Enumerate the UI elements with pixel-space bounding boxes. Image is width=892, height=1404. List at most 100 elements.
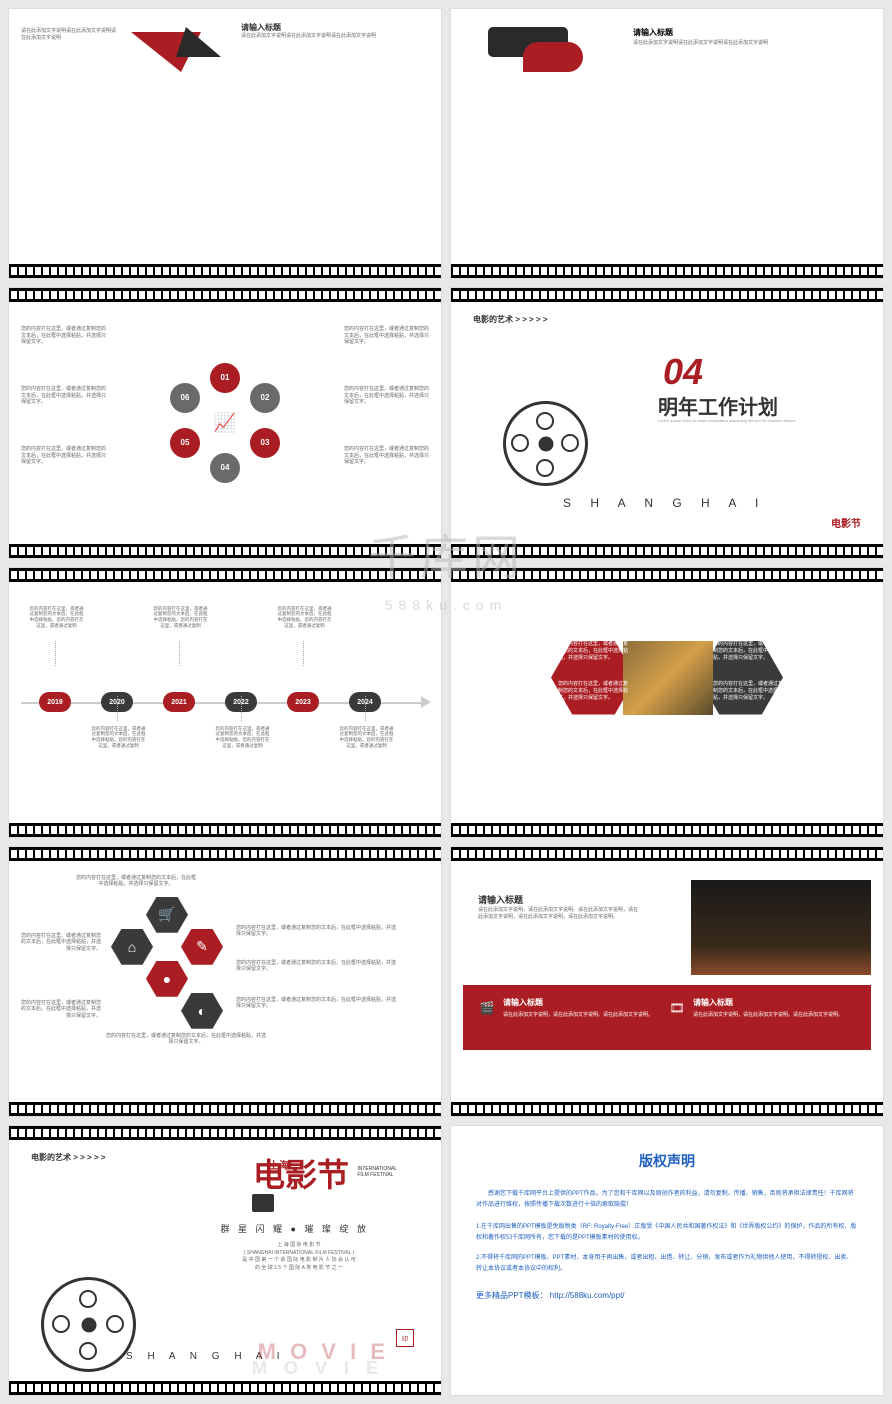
- s1-right-text: 请在此添加文字说明请在此添加文字说明请在此添加文字说明: [241, 32, 381, 39]
- bar-text-1: 请在此添加文字说明，请在此添加文字说明。请在此添加文字说明。: [503, 1012, 663, 1019]
- bar-title-1: 请输入标题: [503, 997, 663, 1008]
- s6-text-l1: 您的内容打在这里，或者通过复制您的文本后，在此框中选择粘贴，并选择只保留文字。: [558, 641, 628, 662]
- reel-icon: 🎞: [668, 999, 686, 1017]
- year-2019: 2019: [39, 692, 71, 712]
- film-strip: [9, 847, 441, 861]
- film-strip: [451, 544, 883, 558]
- slide-7: 🛒 ⌂ ✎ ● ◐ 您的内容打在这里，或者通过复制您的文本后，在此框中选择粘贴，…: [8, 846, 442, 1117]
- festival-description: 上 海 国 际 电 影 节 ( SHANGHAI INTERNATIONAL F…: [199, 1242, 399, 1272]
- node-02: 02: [250, 383, 280, 413]
- s5-text-1: 您的内容打在这里，或者通过复制您的文本后，在此框中选择粘贴。您的内容打在这里，或…: [29, 606, 84, 629]
- s7-text-3: 您的内容打在这里，或者通过复制您的文本后，在此框中选择粘贴，并选择只保留文字。: [21, 1000, 101, 1020]
- s3-text-2: 您的内容打在这里，或者通过复制您的文本后，在此框中选择粘贴，并选择只保留文字。: [21, 386, 106, 406]
- link-url[interactable]: http://588ku.com/ppt/: [550, 1291, 625, 1300]
- shanghai-text: S H A N G H A I: [563, 496, 766, 510]
- s6-text-l2: 您的内容打在这里，或者通过复制您的文本后，在此框中选择粘贴，并选择只保留文字。: [558, 681, 628, 702]
- s7-text-1: 您的内容打在这里，或者通过复制您的文本后，在此框中选择粘贴，并选择只保留文字。: [76, 875, 196, 888]
- film-strip: [451, 568, 883, 582]
- bar-text-2: 请在此添加文字说明，请在此添加文字说明。请在此添加文字说明。: [693, 1012, 853, 1019]
- film-strip: [9, 1381, 441, 1395]
- s3-text-5: 您的内容打在这里，或者通过复制您的文本后，在此框中选择粘贴，并选择只保留文字。: [344, 386, 429, 406]
- copyright-p1: 感谢您下载千库网平台上提供的PPT作品，为了您和千库网以及原创作者的利益，请勿复…: [476, 1189, 858, 1212]
- copyright-p2: 1.在千库网出售的PPT模板是免版税类（RF: Royalty-Free）正版受…: [476, 1222, 858, 1245]
- connector: [179, 641, 180, 666]
- hex-pencil-icon: ✎: [181, 929, 223, 965]
- s1-left-text: 请在此添加文字说明请在此添加文字说明请在此添加文字说明: [21, 27, 116, 41]
- slide-6: 填写标题 填写标题 您的内容打在这里，或者通过复制您的文本后，在此框中选择粘贴，…: [450, 567, 884, 838]
- hex-label-right: 填写标题: [798, 672, 830, 683]
- clapboard-icon: [252, 1194, 274, 1212]
- s5-text-5: 您的内容打在这里，或者通过复制您的文本后，在此框中选择粘贴。您的内容打在这里，或…: [277, 606, 332, 629]
- s8-text: 请在此添加文字说明，请在此添加文字说明。请在此添加文字说明，请在此添加文字说明，…: [478, 907, 638, 922]
- bubble-red: [523, 42, 583, 72]
- s7-text-6: 您的内容打在这里，或者通过复制您的文本后，在此框中选择粘贴，并选择只保留文字。: [236, 997, 396, 1010]
- chart-icon: 📈: [214, 412, 236, 433]
- link-label: 更多精品PPT模板：: [476, 1291, 548, 1300]
- slide-4: 电影的艺术 > > > > > 04 明年工作计划 Lorem ipsum do…: [450, 287, 884, 558]
- slide-2: 请输入标题 请在此添加文字说明请在此添加文字说明请在此添加文字说明: [450, 8, 884, 279]
- movie-watermark-2: M O V I E: [252, 1358, 384, 1379]
- s3-text-3: 您的内容打在这里，或者通过复制您的文本后，在此框中选择粘贴，并选择只保留文字。: [21, 446, 106, 466]
- more-link: 更多精品PPT模板： http://588ku.com/ppt/: [476, 1290, 858, 1301]
- connector: [55, 641, 56, 666]
- node-01: 01: [210, 363, 240, 393]
- film-reel-icon: [503, 401, 588, 486]
- node-05: 05: [170, 428, 200, 458]
- copyright-p3: 2.不得将千库网的PPT模板、PPT素材，本身用于再出售，或者出租、出借、转让、…: [476, 1253, 858, 1276]
- node-06: 06: [170, 383, 200, 413]
- film-strip: [451, 264, 883, 278]
- s3-text-6: 您的内容打在这里，或者通过复制您的文本后，在此框中选择粘贴，并选择只保留文字。: [344, 446, 429, 466]
- art-label: 电影的艺术 > > > > >: [473, 314, 547, 325]
- film-strip: [451, 823, 883, 837]
- triangle-black: [176, 27, 221, 57]
- connector: [365, 696, 366, 721]
- section-title: 明年工作计划: [658, 391, 778, 420]
- festival-logo: 电影节: [831, 515, 861, 530]
- s7-text-5: 您的内容打在这里，或者通过复制您的文本后，在此框中选择粘贴，并选择只保留文字。: [236, 960, 396, 973]
- theater-image: [691, 880, 871, 975]
- hex-pie-icon: ◐: [181, 993, 223, 1029]
- s5-text-6: 您的内容打在这里，或者通过复制您的文本后，在此框中选择粘贴。您的内容打在这里，或…: [339, 726, 394, 749]
- bar-title-2: 请输入标题: [693, 997, 853, 1008]
- slide-1: 请在此添加文字说明请在此添加文字说明请在此添加文字说明 请输入标题 请在此添加文…: [8, 8, 442, 279]
- slide-3: 01 02 03 04 05 06 📈 您的内容打在这里，或者通过复制您的文本后…: [8, 287, 442, 558]
- connector: [241, 696, 242, 721]
- s7-text-4: 您的内容打在这里，或者通过复制您的文本后，在此框中选择粘贴，并选择只保留文字。: [236, 925, 396, 938]
- slide-5: 2019 2020 2021 2022 2023 2024 您的内容打在这里，或…: [8, 567, 442, 838]
- film-strip: [451, 847, 883, 861]
- film-reel-icon: [41, 1277, 136, 1372]
- slide-10: 版权声明 感谢您下载千库网平台上提供的PPT作品，为了您和千库网以及原创作者的利…: [450, 1125, 884, 1396]
- festival-logo-big: 电影节: [253, 1159, 349, 1191]
- hex-dot-icon: ●: [146, 961, 188, 997]
- s2-title: 请输入标题: [633, 27, 673, 38]
- s2-text: 请在此添加文字说明请在此添加文字说明请在此添加文字说明: [633, 39, 773, 46]
- timeline-arrow-icon: [421, 696, 431, 708]
- seal-icon: 印: [396, 1329, 414, 1347]
- s6-text-r2: 您的内容打在这里，或者通过复制您的文本后，在此框中选择粘贴，并选择只保留文字。: [713, 681, 783, 702]
- art-label: 电影的艺术 > > > > >: [31, 1152, 105, 1163]
- film-strip: [451, 288, 883, 302]
- festival-en: INTERNATIONAL FILM FESTIVAL: [357, 1166, 397, 1178]
- film-strip: [9, 823, 441, 837]
- s8-title: 请输入标题: [478, 893, 523, 906]
- film-strip: [451, 1102, 883, 1116]
- s3-text-1: 您的内容打在这里，或者通过复制您的文本后，在此框中选择粘贴，并选择只保留文字。: [21, 326, 106, 346]
- s7-text-7: 您的内容打在这里，或者通过复制您的文本后，在此框中选择粘贴，并选择只保留文字。: [106, 1033, 266, 1046]
- film-strip: [9, 288, 441, 302]
- year-2023: 2023: [287, 692, 319, 712]
- slide-9: 电影的艺术 > > > > > 上海 电影节 INTERNATIONAL FIL…: [8, 1125, 442, 1396]
- s6-text-r1: 您的内容打在这里，或者通过复制您的文本后，在此框中选择粘贴，并选择只保留文字。: [713, 641, 783, 662]
- film-strip: [9, 264, 441, 278]
- stars-tagline: 群 星 闪 耀 ● 璀 璨 绽 放: [221, 1222, 369, 1235]
- node-03: 03: [250, 428, 280, 458]
- film-strip: [9, 544, 441, 558]
- hex-cart-icon: 🛒: [146, 897, 188, 933]
- s7-text-2: 您的内容打在这里，或者通过复制您的文本后，在此框中选择粘贴，并选择只保留文字。: [21, 933, 101, 953]
- slide-8: 请输入标题 请在此添加文字说明，请在此添加文字说明。请在此添加文字说明，请在此添…: [450, 846, 884, 1117]
- circular-diagram: 01 02 03 04 05 06 📈: [170, 368, 280, 478]
- section-subtitle: Lorem ipsum dolor sit amet consectetur a…: [658, 418, 796, 423]
- s3-text-4: 您的内容打在这里，或者通过复制您的文本后，在此框中选择粘贴，并选择只保留文字。: [344, 326, 429, 346]
- red-bar: 🎬 请输入标题 请在此添加文字说明，请在此添加文字说明。请在此添加文字说明。 🎞…: [463, 985, 871, 1050]
- copyright-body: 感谢您下载千库网平台上提供的PPT作品，为了您和千库网以及原创作者的利益，请勿复…: [476, 1189, 858, 1275]
- hex-home-icon: ⌂: [111, 929, 153, 965]
